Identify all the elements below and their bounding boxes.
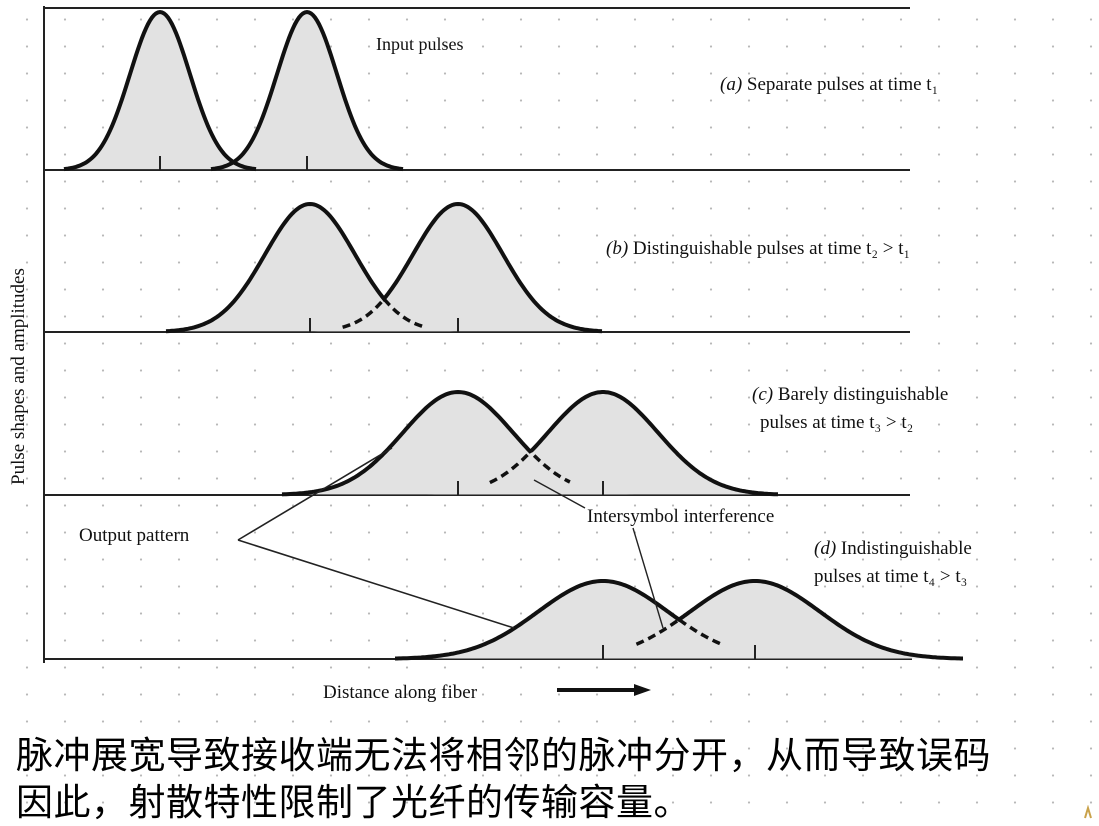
- intersymbol-interference-label: Intersymbol interference: [587, 506, 774, 527]
- panel-2: [44, 201, 910, 334]
- panel-tag: (b): [606, 238, 633, 259]
- panel-description: Distinguishable pulses at time t₂ > t₁: [633, 238, 910, 259]
- panel-1: [44, 9, 910, 172]
- panel-3-label-line-1: (c) Barely distinguishable: [752, 384, 948, 405]
- panel-labels: (a) Separate pulses at time t₁ (b) Distin…: [606, 74, 972, 587]
- pulse-shade-1: [64, 12, 256, 170]
- caption-line-1: 脉冲展宽导致接收端无法将相邻的脉冲分开，从而导致误码: [16, 734, 991, 777]
- slide-corner-mark-icon: [1084, 805, 1092, 819]
- panel-4-label-line-1: (d) Indistinguishable: [814, 538, 972, 559]
- panel-4: [44, 579, 963, 661]
- input-pulses-label: Input pulses: [376, 34, 464, 54]
- pulse-broadening-figure: Pulse shapes and amplitudes Distance alo…: [8, 6, 972, 703]
- output-pattern-curve: [395, 579, 963, 661]
- pulse-outline-2: [210, 9, 404, 172]
- panel-description: pulses at time t₄ > t₃: [814, 566, 967, 587]
- panel-tag: (c): [752, 384, 778, 405]
- panel-1-label-line-1: (a) Separate pulses at time t₁: [720, 74, 938, 95]
- panel-frames: [43, 6, 910, 663]
- panel-tag: (d): [814, 538, 841, 559]
- panel-4-label-line-2: pulses at time t₄ > t₃: [814, 566, 967, 587]
- pulse-shade-2: [211, 12, 403, 170]
- output-pattern-curve: [281, 389, 778, 497]
- annotation-arrows: [237, 447, 664, 696]
- output-pattern-curve: [165, 201, 603, 334]
- x-axis-label: Distance along fiber: [323, 682, 478, 703]
- panel-2-label-line-1: (b) Distinguishable pulses at time t₂ > …: [606, 238, 910, 259]
- panel-tag: (a): [720, 74, 747, 95]
- y-axis-label: Pulse shapes and amplitudes: [8, 268, 29, 485]
- panel-description: Separate pulses at time t₁: [747, 74, 938, 95]
- panel-3-label-line-2: pulses at time t₃ > t₂: [760, 412, 913, 433]
- caption-line-2: 因此，射散特性限制了光纤的传输容量。: [16, 781, 691, 824]
- panel-description: Indistinguishable: [841, 538, 972, 559]
- pulse-outline-1: [63, 9, 257, 172]
- panel-description: pulses at time t₃ > t₂: [760, 412, 913, 433]
- pulse-tail-dashed-2: [342, 233, 427, 329]
- panel-description: Barely distinguishable: [778, 384, 948, 405]
- pulse-tail-dashed-2: [489, 407, 572, 485]
- output-pattern-label: Output pattern: [79, 525, 190, 546]
- panel-3: [44, 389, 910, 497]
